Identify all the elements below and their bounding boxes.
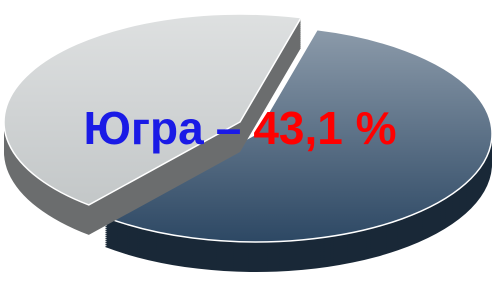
pie <box>4 14 492 272</box>
slice-label: Югра–43,1 % <box>83 102 396 154</box>
separator: – <box>216 102 242 154</box>
chart: Югра–43,1 % <box>0 0 493 284</box>
value-label: 43,1 % <box>253 102 396 154</box>
category-label: Югра <box>83 102 204 154</box>
page: Югра–43,1 % (() => { const data = JSON.p… <box>0 0 493 284</box>
